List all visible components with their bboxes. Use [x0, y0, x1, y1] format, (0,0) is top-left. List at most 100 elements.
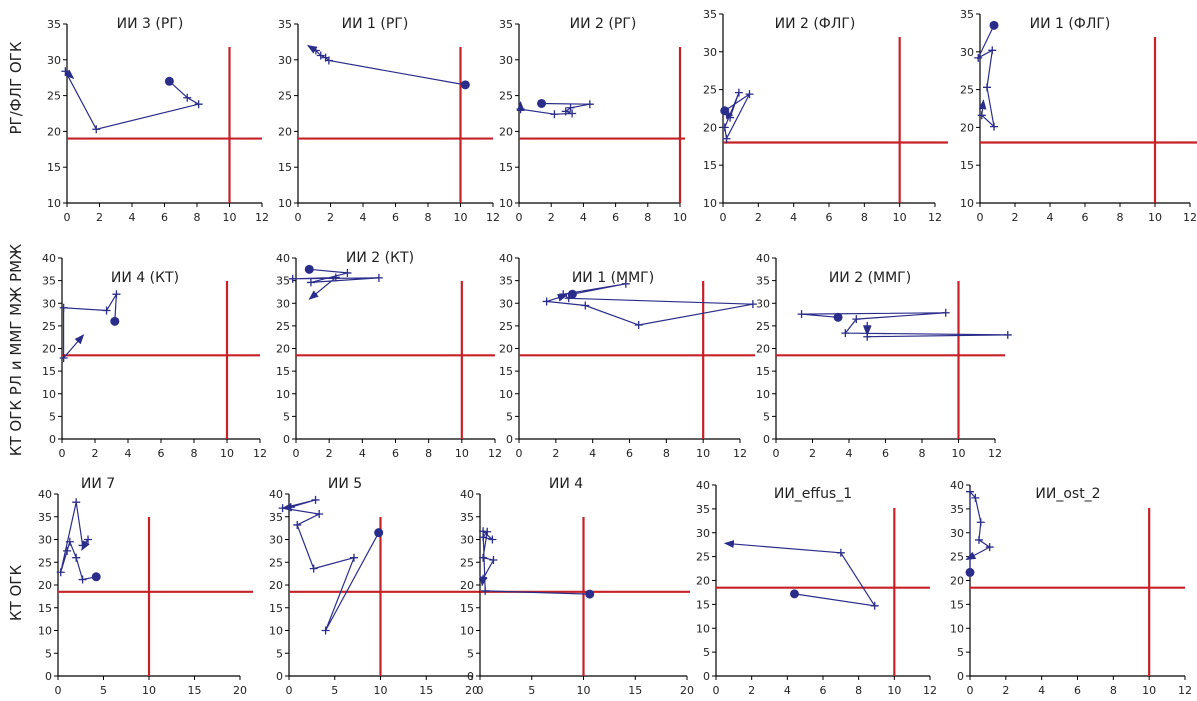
x-tick-label: 15	[188, 684, 202, 697]
series-point	[836, 548, 845, 557]
panel-title: ИИ 4 (КТ)	[111, 270, 179, 286]
y-tick-label: 15	[703, 159, 717, 172]
y-tick-label: 25	[276, 320, 290, 333]
series-point	[92, 125, 101, 134]
series-line	[965, 490, 991, 573]
series-line	[516, 101, 590, 115]
x-tick-label: 12	[733, 447, 747, 460]
series-point	[863, 321, 872, 330]
x-tick-label: 4	[790, 211, 797, 224]
x-tick-label: 8	[855, 684, 862, 697]
y-tick-label: 15	[38, 602, 52, 615]
x-tick-label: 6	[392, 447, 399, 460]
x-tick-label: 10	[1142, 684, 1156, 697]
x-tick-label: 0	[516, 211, 523, 224]
y-tick-label: 25	[960, 84, 974, 97]
x-tick-label: 12	[988, 447, 1002, 460]
y-tick-label: 15	[960, 159, 974, 172]
series-point	[63, 546, 72, 555]
series-point	[1003, 330, 1012, 339]
y-tick-label: 0	[703, 670, 710, 683]
x-tick-label: 10	[455, 447, 469, 460]
series-point	[966, 487, 974, 496]
x-tick-label: 6	[612, 211, 619, 224]
series-point	[720, 123, 729, 132]
y-tick-label: 10	[950, 622, 964, 635]
x-tick-label: 12	[486, 211, 500, 224]
series-point	[349, 553, 358, 562]
y-tick-label: 30	[703, 46, 717, 59]
y-tick-label: 35	[269, 511, 283, 524]
y-tick-label: 20	[499, 343, 513, 356]
row-label-3: КТ ОГК	[7, 565, 25, 622]
y-tick-label: 30	[499, 54, 513, 67]
row-label-2: КТ ОГК РЛ и ММГ МЖ РМЖ	[7, 244, 25, 456]
series-start-point	[989, 20, 999, 30]
series-point	[288, 274, 297, 283]
y-tick-label: 20	[278, 125, 292, 138]
panel-11: ИИ 5 0 5 10 15 20 25 30 35 40 0 5 10 15 20	[269, 476, 483, 697]
series-point	[286, 503, 295, 512]
series-point	[331, 273, 340, 282]
y-tick-label: 40	[269, 488, 283, 501]
series-start-point	[460, 80, 470, 90]
x-tick-label: 0	[720, 211, 727, 224]
series-line	[723, 540, 876, 607]
x-tick-label: 0	[477, 684, 484, 697]
series-point	[56, 568, 65, 577]
x-tick-label: 15	[419, 684, 433, 697]
series-point	[481, 586, 490, 595]
y-tick-label: 15	[950, 598, 964, 611]
series-point	[78, 575, 87, 584]
y-tick-label: 15	[278, 161, 292, 174]
y-tick-label: 0	[276, 670, 283, 683]
panel-title: ИИ 1 (ФЛГ)	[1030, 16, 1111, 32]
series-point	[941, 308, 950, 317]
y-tick-label: 20	[276, 343, 290, 356]
y-tick-label: 15	[42, 365, 56, 378]
x-tick-label: 10	[887, 684, 901, 697]
y-tick-label: 35	[42, 275, 56, 288]
y-tick-label: 15	[499, 161, 513, 174]
y-tick-label: 35	[278, 18, 292, 31]
x-tick-label: 0	[713, 684, 720, 697]
y-tick-label: 5	[957, 646, 964, 659]
series-point	[479, 553, 488, 562]
y-tick-label: 0	[45, 670, 52, 683]
y-tick-label: 35	[696, 503, 710, 516]
y-tick-label: 10	[499, 388, 513, 401]
panel-6: ИИ 4 (КТ) 0 5 10 15 20 25 30 35 40 0 2 4 6 8 10 12	[42, 252, 267, 460]
y-tick-label: 5	[703, 646, 710, 659]
x-tick-label: 0	[293, 447, 300, 460]
y-tick-label: 30	[499, 297, 513, 310]
y-tick-label: 0	[763, 433, 770, 446]
series-point	[84, 535, 93, 544]
x-tick-label: 2	[755, 211, 762, 224]
y-tick-label: 40	[696, 479, 710, 492]
panel-5: ИИ 1 (ФЛГ) 10 15 20 25 30 35 0 2 4 6 8 10 12	[960, 8, 1197, 224]
series-line	[801, 312, 1008, 338]
y-tick-label: 35	[499, 275, 513, 288]
y-tick-label: 25	[756, 320, 770, 333]
x-tick-label: 10	[220, 447, 234, 460]
y-tick-label: 0	[283, 433, 290, 446]
y-tick-label: 20	[460, 579, 474, 592]
x-tick-label: 8	[194, 211, 201, 224]
x-tick-label: 5	[100, 684, 107, 697]
y-tick-label: 15	[460, 602, 474, 615]
series-start-point	[537, 98, 547, 108]
y-tick-label: 40	[460, 488, 474, 501]
x-tick-label: 12	[928, 211, 942, 224]
series-point	[321, 626, 330, 635]
series-point	[321, 53, 330, 62]
y-tick-label: 35	[960, 8, 974, 21]
x-tick-label: 10	[142, 684, 156, 697]
panel-9: ИИ 2 (ММГ) 0 5 10 15 20 25 30 35 40 0 2 4 6 8 10 12	[756, 252, 1012, 460]
x-tick-label: 6	[161, 211, 168, 224]
series-point	[585, 100, 594, 109]
series-line	[479, 529, 590, 595]
x-tick-label: 10	[696, 447, 710, 460]
series-line	[546, 283, 754, 326]
x-tick-label: 12	[1183, 211, 1197, 224]
